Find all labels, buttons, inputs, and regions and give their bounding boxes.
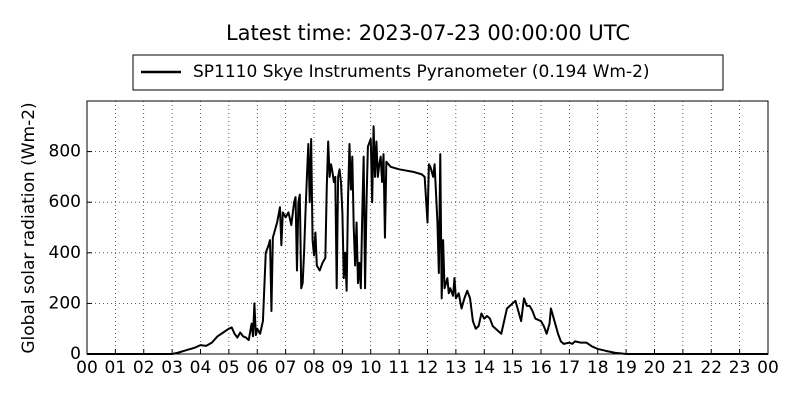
x-tick-label: 11 <box>388 358 410 378</box>
x-tick-label: 20 <box>644 358 666 378</box>
legend <box>132 54 724 91</box>
x-tick-label: 10 <box>360 358 382 378</box>
x-tick-label: 18 <box>587 358 609 378</box>
y-tick-label: 0 <box>70 344 81 364</box>
x-tick-label: 03 <box>161 358 183 378</box>
y-tick-label: 400 <box>49 243 81 263</box>
x-tick-label: 21 <box>672 358 694 378</box>
y-tick-label: 800 <box>49 142 81 162</box>
x-tick-label: 15 <box>502 358 524 378</box>
x-tick-label: 07 <box>275 358 297 378</box>
x-tick-label: 12 <box>417 358 439 378</box>
x-tick-label: 05 <box>218 358 240 378</box>
x-tick-label: 02 <box>133 358 155 378</box>
x-tick-label: 00 <box>76 358 98 378</box>
x-tick-label: 04 <box>190 358 212 378</box>
x-tick-label: 19 <box>615 358 637 378</box>
x-tick-label: 16 <box>530 358 552 378</box>
x-tick-label: 13 <box>445 358 467 378</box>
series-line <box>87 125 768 355</box>
x-tick-label: 06 <box>246 358 268 378</box>
chart-title: Latest time: 2023-07-23 00:00:00 UTC <box>226 21 630 45</box>
plot-frame <box>86 100 769 355</box>
x-tick-label: 09 <box>332 358 354 378</box>
x-tick-label: 23 <box>729 358 751 378</box>
y-axis-label: Global solar radiation (Wm-2) <box>19 102 39 353</box>
x-tick-label: 17 <box>559 358 581 378</box>
y-tick-label: 200 <box>49 293 81 313</box>
x-tick-label: 01 <box>105 358 127 378</box>
x-tick-label: 08 <box>303 358 325 378</box>
y-tick-label: 600 <box>49 192 81 212</box>
x-tick-label: 00 <box>757 358 779 378</box>
x-tick-label: 22 <box>700 358 722 378</box>
x-tick-label: 14 <box>473 358 495 378</box>
legend-label: SP1110 Skye Instruments Pyranometer (0.1… <box>193 62 650 82</box>
